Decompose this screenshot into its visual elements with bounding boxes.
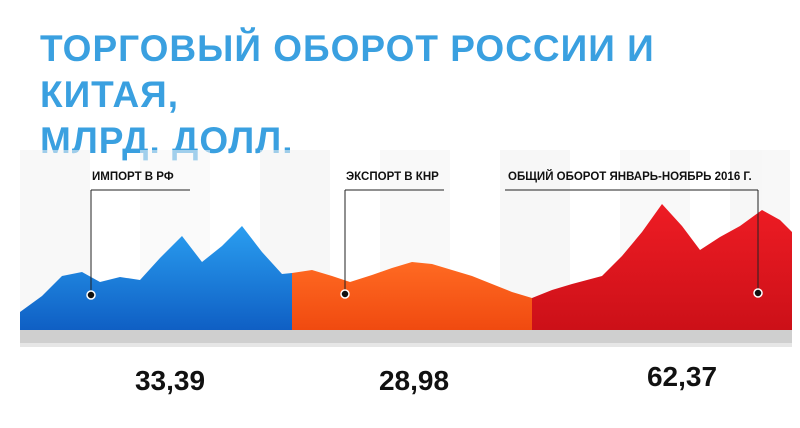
chart-title: ТОРГОВЫЙ ОБОРОТ РОССИИ И КИТАЯ, МЛРД. ДО… bbox=[40, 26, 780, 164]
total-marker bbox=[753, 288, 763, 298]
import-callout bbox=[86, 189, 190, 300]
export-marker bbox=[340, 289, 350, 299]
import-marker bbox=[86, 290, 96, 300]
category-label-export: ЭКСПОРТ В КНР bbox=[346, 171, 439, 183]
chart-title-line-1: ТОРГОВЫЙ ОБОРОТ РОССИИ И КИТАЯ, bbox=[40, 28, 655, 115]
base-strip-shadow bbox=[20, 343, 792, 347]
export-area bbox=[292, 262, 532, 330]
value-label-export: 28,98 bbox=[379, 365, 449, 396]
total-callout bbox=[505, 189, 763, 298]
value-label-total: 62,37 bbox=[647, 361, 717, 392]
export-callout bbox=[340, 189, 444, 299]
import-area bbox=[20, 226, 292, 330]
category-label-total: ОБЩИЙ ОБОРОТ ЯНВАРЬ-НОЯБРЬ 2016 Г. bbox=[508, 170, 752, 183]
total-area bbox=[532, 204, 792, 330]
category-label-import: ИМПОРТ В РФ bbox=[92, 171, 174, 183]
base-strip bbox=[20, 330, 792, 343]
value-label-import: 33,39 bbox=[135, 365, 205, 396]
